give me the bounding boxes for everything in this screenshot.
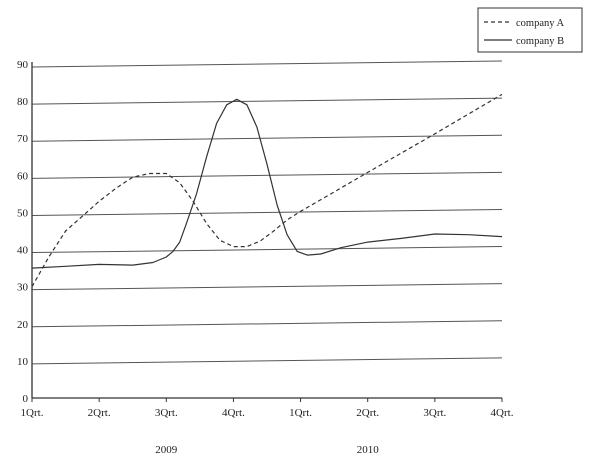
x-tick-label: 4Qrt. [222, 407, 245, 419]
y-tick-label: 20 [17, 319, 29, 331]
plot-frame [31, 62, 502, 399]
y-tick-label: 80 [17, 96, 29, 108]
x-tick-label: 4Qrt. [491, 407, 514, 419]
y-tick-label: 50 [17, 207, 29, 219]
gridline [31, 60, 503, 68]
x-tick-label: 2Qrt. [88, 407, 111, 419]
x-tick-label: 2Qrt. [356, 407, 379, 419]
legend-label: company B [516, 36, 564, 47]
y-tick-label: 0 [23, 393, 29, 405]
gridline [31, 134, 503, 142]
y-tick-label: 10 [17, 356, 29, 368]
series-line-company-b [31, 98, 503, 269]
gridline [31, 171, 503, 179]
series-line-company-a [31, 93, 503, 287]
legend: company A company B [477, 7, 583, 53]
year-label: 2009 [155, 444, 178, 456]
legend-label: company A [516, 18, 565, 29]
x-tick-label: 3Qrt. [423, 407, 446, 419]
gridline [31, 283, 503, 291]
gridline [31, 320, 503, 328]
gridline [31, 208, 503, 216]
gridline [31, 246, 503, 254]
series-layer [31, 93, 503, 287]
axis-layer: 0 10 20 30 40 50 60 70 80 90 1Qrt. 2Qrt. 3Qrt. 4Qrt. 1… [17, 59, 514, 456]
grid-layer [31, 60, 503, 365]
y-tick-label: 90 [17, 59, 29, 71]
gridline [31, 357, 503, 365]
x-tick-label: 1Qrt. [21, 407, 44, 419]
y-tick-label: 60 [17, 170, 29, 182]
y-tick-label: 30 [17, 282, 29, 294]
gridline [31, 97, 503, 105]
x-tick-label: 3Qrt. [155, 407, 178, 419]
legend-box [477, 7, 583, 53]
year-label: 2010 [357, 444, 380, 456]
x-tick-label: 1Qrt. [289, 407, 312, 419]
y-tick-label: 70 [17, 133, 29, 145]
y-tick-label: 40 [17, 245, 29, 257]
